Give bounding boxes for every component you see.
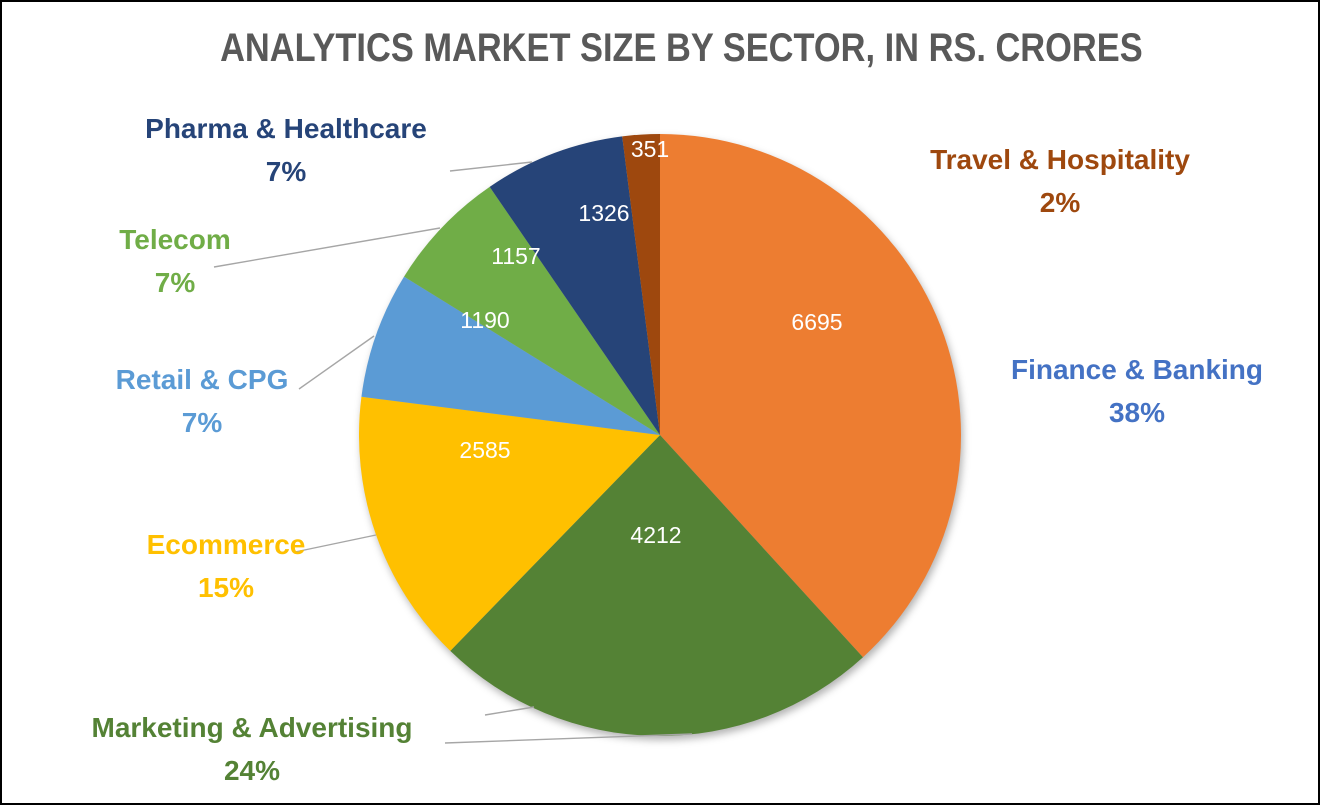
pie-slice-ecommerce xyxy=(359,396,660,651)
leader-line xyxy=(449,161,533,172)
slice-callout-travel-hospitality: Travel & Hospitality 2% xyxy=(930,138,1190,224)
slice-callout-retail-cpg: Retail & CPG 7% xyxy=(116,358,289,444)
pie-slice-travel-hospitality xyxy=(622,134,660,435)
pie-slice-retail-cpg xyxy=(361,276,660,435)
slice-callout-marketing-advertising: Marketing & Advertising 24% xyxy=(91,706,412,792)
slice-name: Ecommerce xyxy=(146,529,306,560)
slice-name: Telecom xyxy=(119,224,231,255)
value-label-finance-banking: 6695 xyxy=(791,309,842,335)
slice-name: Pharma & Healthcare xyxy=(145,113,427,144)
leader-line xyxy=(294,534,377,553)
slice-name: Finance & Banking xyxy=(1010,354,1264,385)
slice-callout-finance-banking: Finance & Banking 38% xyxy=(1011,348,1263,434)
slice-callout-pharma-healthcare: Pharma & Healthcare 7% xyxy=(145,107,427,193)
leader-line xyxy=(213,227,441,268)
slice-callout-ecommerce: Ecommerce 15% xyxy=(147,523,306,609)
leader-line xyxy=(484,706,535,716)
pie-slices xyxy=(359,134,961,736)
value-labels: 6695 4212 2585 1190 1157 1326 351 xyxy=(459,136,842,548)
value-label-marketing-advertising: 4212 xyxy=(630,522,681,548)
pie-slice-pharma-healthcare xyxy=(489,136,660,435)
slice-percent: 38% xyxy=(1108,397,1166,428)
value-label-travel-hospitality: 351 xyxy=(631,136,669,162)
leader-line xyxy=(298,335,375,390)
value-label-pharma-healthcare: 1326 xyxy=(578,200,629,226)
chart-title: ANALYTICS MARKET SIZE BY SECTOR, IN RS. … xyxy=(219,26,1143,70)
slice-percent: 2% xyxy=(1039,187,1081,218)
slice-percent: 15% xyxy=(197,572,255,603)
slice-percent: 24% xyxy=(223,755,281,786)
value-label-retail-cpg: 1190 xyxy=(460,307,509,333)
pie-slice-finance-banking xyxy=(660,134,961,658)
slice-name: Retail & CPG xyxy=(115,364,289,395)
leader-lines xyxy=(213,161,693,744)
slice-percent: 7% xyxy=(154,267,196,298)
chart-title-row: ANALYTICS MARKET SIZE BY SECTOR, IN RS. … xyxy=(2,26,1318,71)
slice-name: Travel & Hospitality xyxy=(930,144,1190,175)
leader-line xyxy=(444,733,693,744)
slice-percent: 7% xyxy=(265,156,307,187)
pie-slice-telecom xyxy=(404,186,660,435)
slice-name: Marketing & Advertising xyxy=(91,712,413,743)
pie-slice-marketing-advertising xyxy=(450,435,863,736)
value-label-telecom: 1157 xyxy=(491,243,540,269)
slice-callout-telecom: Telecom 7% xyxy=(119,218,231,304)
value-label-ecommerce: 2585 xyxy=(459,437,510,463)
slice-percent: 7% xyxy=(181,407,223,438)
